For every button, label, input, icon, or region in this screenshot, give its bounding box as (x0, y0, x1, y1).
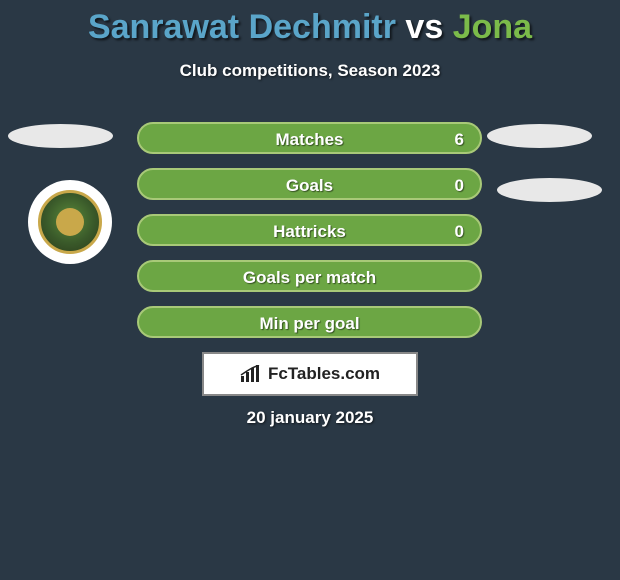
logo-content: FcTables.com (240, 364, 380, 384)
stat-label: Min per goal (139, 308, 480, 340)
stat-label: Goals per match (139, 262, 480, 294)
stat-row-matches: Matches 6 (137, 122, 482, 154)
stat-value: 0 (455, 216, 464, 248)
stat-label: Matches (139, 124, 480, 156)
player1-name: Sanrawat Dechmitr (88, 8, 396, 46)
stat-label: Hattricks (139, 216, 480, 248)
stat-row-goals-per-match: Goals per match (137, 260, 482, 292)
bar-chart-icon (240, 365, 262, 383)
comparison-title: Sanrawat Dechmitr vs Jona (0, 0, 620, 47)
stats-bars: Matches 6 Goals 0 Hattricks 0 Goals per … (137, 122, 482, 352)
stat-value: 6 (455, 124, 464, 156)
stat-row-min-per-goal: Min per goal (137, 306, 482, 338)
team-oval-right-top (487, 124, 592, 148)
stat-row-hattricks: Hattricks 0 (137, 214, 482, 246)
source-logo: FcTables.com (202, 352, 418, 396)
club-badge-inner (38, 190, 102, 254)
stat-label: Goals (139, 170, 480, 202)
stat-value: 0 (455, 170, 464, 202)
club-badge (28, 180, 112, 264)
player2-name: Jona (453, 8, 532, 46)
vs-text: vs (405, 8, 443, 46)
team-oval-right-bottom (497, 178, 602, 202)
team-oval-left (8, 124, 113, 148)
stat-row-goals: Goals 0 (137, 168, 482, 200)
date-text: 20 january 2025 (0, 408, 620, 428)
subtitle: Club competitions, Season 2023 (0, 61, 620, 81)
logo-text: FcTables.com (268, 364, 380, 384)
